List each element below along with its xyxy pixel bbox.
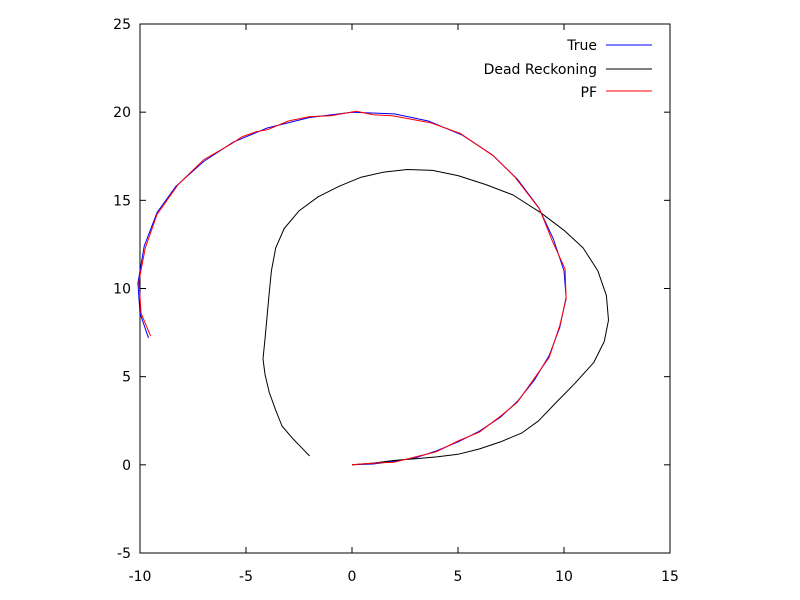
y-tick-label: 25 (113, 17, 131, 33)
series-line-pf (138, 110, 567, 466)
y-axis-tick-labels: -5 0 5 10 15 20 25 (113, 17, 131, 562)
legend-label-pf: PF (581, 85, 598, 101)
x-tick-label: -10 (129, 569, 152, 585)
axis-ticks (139, 23, 671, 554)
x-tick-label: -5 (239, 569, 253, 585)
legend-label-true: True (566, 38, 597, 54)
legend-label-dead-reckoning: Dead Reckoning (484, 62, 597, 78)
x-tick-label: 15 (661, 569, 679, 585)
series-lines (137, 110, 609, 466)
legend: True Dead Reckoning PF (484, 38, 652, 101)
x-axis-tick-labels: -10 -5 0 5 10 15 (129, 569, 679, 585)
y-tick-label: 5 (122, 370, 131, 386)
y-tick-label: 20 (113, 105, 131, 121)
y-tick-label: 10 (113, 282, 131, 298)
series-line-dead-reckoning (262, 169, 609, 466)
x-tick-label: 10 (555, 569, 573, 585)
y-tick-label: 0 (122, 458, 131, 474)
plot-frame (139, 23, 671, 554)
x-tick-label: 0 (348, 569, 357, 585)
y-tick-label: -5 (117, 546, 131, 562)
y-tick-label: 15 (113, 193, 131, 209)
series-line-true (137, 111, 567, 466)
x-tick-label: 5 (454, 569, 463, 585)
